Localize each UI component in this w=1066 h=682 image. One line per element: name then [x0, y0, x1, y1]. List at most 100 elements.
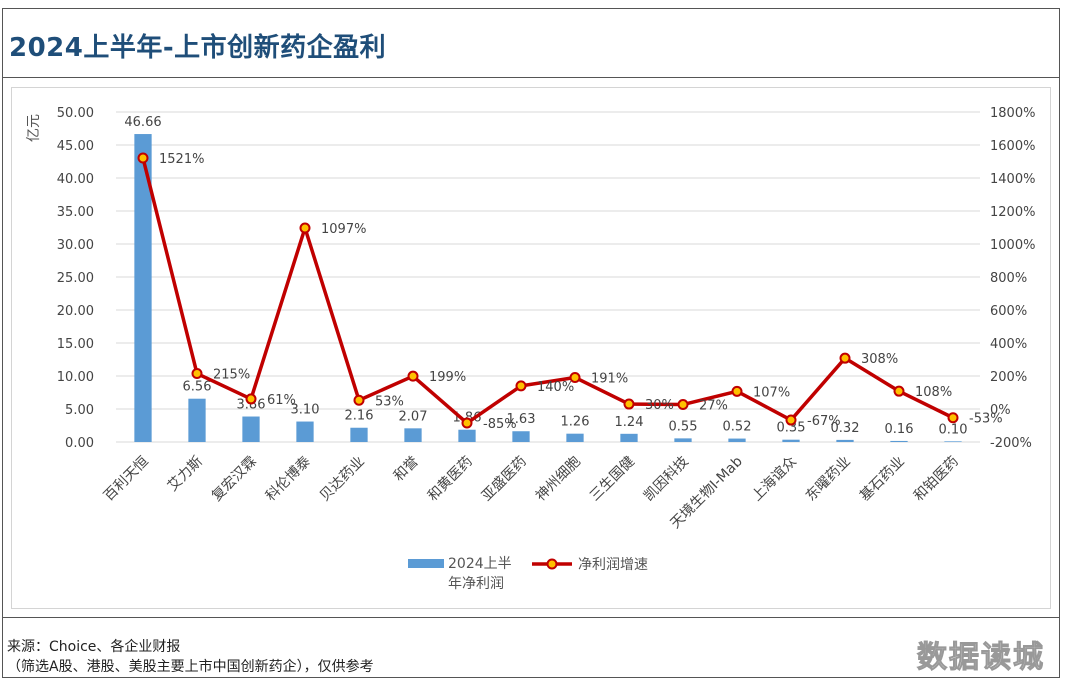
bar — [836, 439, 854, 442]
bar-value-label: 0.55 — [669, 419, 698, 434]
y-tick-label: 5.00 — [65, 403, 94, 418]
growth-value-label: 1521% — [159, 152, 204, 167]
bar-value-label: 0.16 — [885, 422, 914, 437]
growth-value-label: 215% — [213, 368, 250, 383]
footer: 来源：Choice、各企业财报 （筛选A股、港股、美股主要上市中国创新药企），仅… — [3, 617, 1059, 680]
y-tick-label: 20.00 — [57, 304, 94, 319]
bar — [944, 441, 962, 442]
bar — [134, 134, 152, 442]
legend-line-label: 净利润增速 — [578, 557, 648, 573]
growth-value-label: 108% — [915, 385, 952, 400]
growth-line — [141, 157, 954, 425]
growth-value-label: 107% — [753, 385, 790, 400]
bar — [188, 398, 206, 442]
bar — [404, 428, 422, 442]
bar — [512, 431, 530, 442]
bar — [296, 421, 314, 442]
x-tick-label: 和黄医药 — [424, 453, 476, 505]
x-tick-label: 三生国健 — [587, 454, 638, 505]
bar-value-label: 2.07 — [399, 409, 428, 424]
chart-container: 0.00 5.00 10.00 15.00 20.00 25.00 30.00 35.00 40… — [11, 87, 1051, 609]
bar — [242, 416, 260, 442]
x-tick-label: 贝达药业 — [317, 454, 368, 505]
growth-point — [731, 385, 743, 397]
y-tick-label: 30.00 — [57, 238, 94, 253]
growth-point — [623, 398, 635, 410]
growth-point — [137, 152, 149, 164]
y2-tick-label: 0% — [990, 403, 1011, 418]
y2-tick-label: 1000% — [990, 238, 1035, 253]
bar — [728, 438, 746, 442]
x-tick-label: 艾力斯 — [165, 454, 206, 495]
y2-tick-label: 1200% — [990, 205, 1035, 220]
growth-point — [461, 417, 473, 429]
x-tick-label: 基石药业 — [856, 453, 908, 505]
bar — [566, 433, 584, 442]
y-tick-label: 45.00 — [57, 139, 94, 154]
growth-value-label: 53% — [375, 394, 404, 409]
x-tick-label: 百利天恒 — [101, 454, 152, 505]
bar-value-label: 1.24 — [615, 415, 644, 430]
y2-tick-label: 600% — [990, 304, 1027, 319]
bar — [620, 433, 638, 442]
growth-value-label: -53% — [969, 412, 1003, 427]
bar — [782, 439, 800, 442]
y-tick-label: 35.00 — [57, 205, 94, 220]
growth-point — [839, 352, 851, 364]
source-text: 来源：Choice、各企业财报 — [7, 639, 181, 655]
source-note: （筛选A股、港股、美股主要上市中国创新药企），仅供参考 — [7, 659, 374, 675]
growth-point — [785, 414, 797, 426]
bar-value-label: 0.35 — [777, 421, 806, 436]
x-tick-label: 凯因科技 — [641, 454, 692, 505]
legend-bar-swatch — [408, 559, 444, 568]
bar-value-label: 6.56 — [183, 380, 212, 395]
title-bar: 2024上半年-上市创新药企盈利 — [3, 9, 1059, 78]
bar-value-label: 1.26 — [561, 415, 590, 430]
x-tick-label: 复宏汉霖 — [208, 453, 260, 505]
y-tick-label: 50.00 — [57, 106, 94, 121]
y2-tick-label: -200% — [990, 436, 1032, 451]
y2-tick-label: 1800% — [990, 106, 1035, 121]
growth-value-label: -67% — [807, 414, 841, 429]
growth-point — [947, 412, 959, 424]
bar — [350, 427, 368, 442]
y-tick-label: 25.00 — [57, 271, 94, 286]
y-tick-label: 15.00 — [57, 337, 94, 352]
growth-value-label: 199% — [429, 370, 466, 385]
y-axis-label: 亿元 — [26, 114, 42, 142]
growth-point — [245, 393, 257, 405]
chart-frame: 2024上半年-上市创新药企盈利 0.00 5.00 10.00 15.00 20.00… — [2, 8, 1060, 678]
x-tick-label: 神州细胞 — [533, 454, 584, 505]
growth-value-label: 308% — [861, 352, 898, 367]
growth-point — [353, 394, 365, 406]
growth-point — [569, 371, 581, 383]
growth-value-label: -85% — [483, 417, 517, 432]
growth-value-label: 61% — [267, 393, 296, 408]
x-tick-label: 科伦博泰 — [262, 453, 314, 505]
growth-point — [191, 368, 203, 380]
bar — [674, 438, 692, 442]
bar-value-label: 46.66 — [124, 115, 161, 130]
bar-value-label: 3.86 — [237, 398, 266, 413]
y-tick-label: 40.00 — [57, 172, 94, 187]
x-tick-label: 和铂医药 — [911, 454, 962, 505]
legend-bar-label: 2024上半年净利润 — [448, 556, 512, 592]
y-tick-label: 10.00 — [57, 370, 94, 385]
growth-point — [893, 385, 905, 397]
legend-line-marker — [546, 558, 558, 570]
bar — [890, 440, 908, 442]
page-title: 2024上半年-上市创新药企盈利 — [9, 33, 387, 63]
growth-point — [515, 380, 527, 392]
bar — [458, 429, 476, 442]
x-tick-label: 上海谊众 — [749, 454, 800, 505]
y2-tick-label: 1600% — [990, 139, 1035, 154]
bar-value-label: 2.16 — [345, 409, 374, 424]
growth-point — [677, 399, 689, 411]
growth-point — [407, 370, 419, 382]
growth-value-label: 191% — [591, 371, 628, 386]
growth-point — [299, 222, 311, 234]
growth-value-label: 1097% — [321, 222, 366, 237]
x-tick-label: 和誉 — [391, 454, 422, 485]
bar-value-label: 0.52 — [723, 420, 752, 435]
growth-value-label: 30% — [645, 398, 674, 413]
